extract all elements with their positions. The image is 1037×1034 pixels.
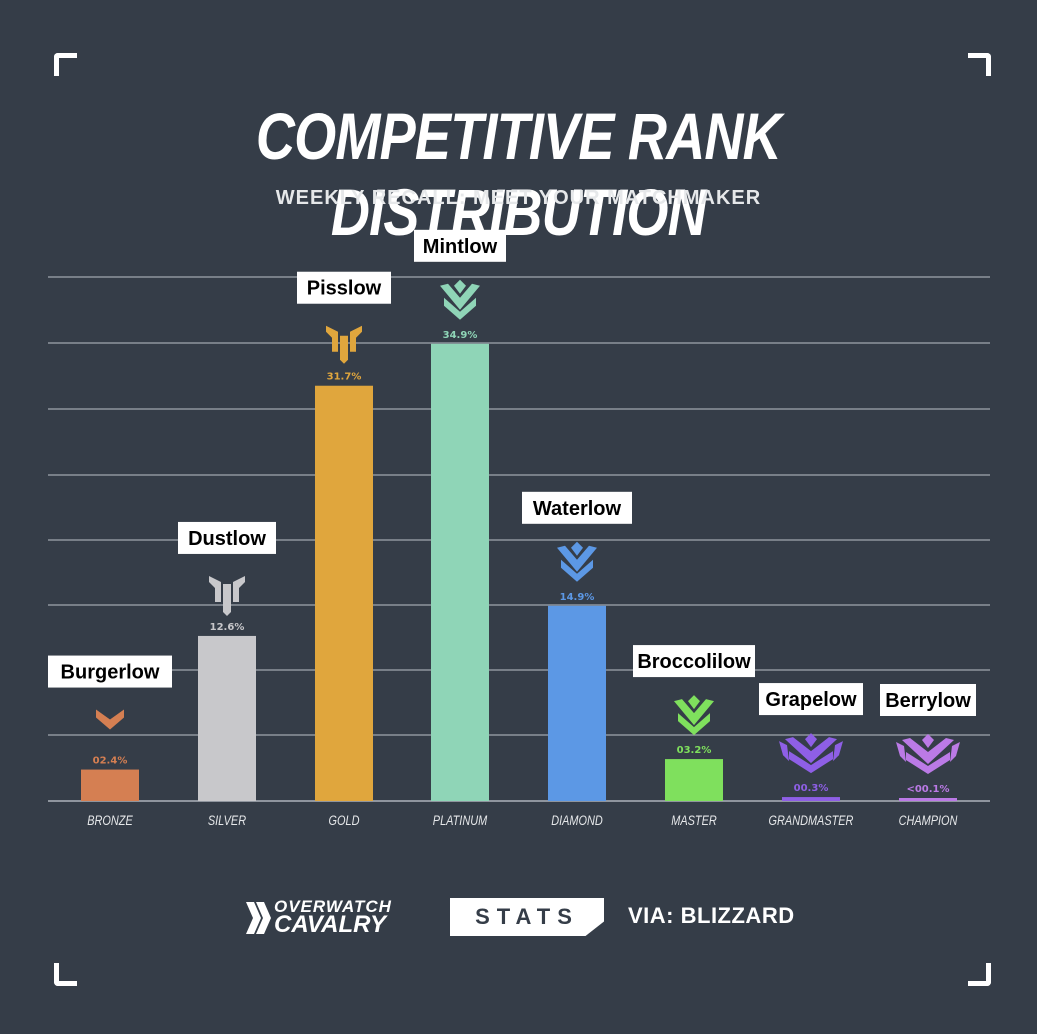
- corner-bracket-top-left: [54, 53, 77, 76]
- bars: [81, 343, 957, 801]
- logo-text-cavalry: CAVALRY: [274, 911, 387, 938]
- corner-bracket-bottom-left: [54, 963, 77, 986]
- rank-emblem-shape: [444, 297, 476, 320]
- rank-emblem-shape: [561, 559, 593, 582]
- value-label: 31.7%: [327, 372, 362, 383]
- category-label: CHAMPION: [899, 813, 959, 829]
- gold-rank-icon: [326, 325, 362, 364]
- rank-emblem-shape: [906, 752, 950, 774]
- rank-emblem-shape: [233, 575, 245, 602]
- rank-emblem-wing: [779, 741, 789, 762]
- rank-emblem-shape: [688, 695, 700, 710]
- value-label: 03.2%: [677, 745, 712, 756]
- annotation-box: [178, 521, 276, 554]
- corner-bracket-top-right: [968, 53, 991, 76]
- rank-emblem-shape: [922, 734, 934, 748]
- annotation-label: Grapelow: [765, 689, 857, 711]
- value-label: 12.6%: [210, 622, 245, 633]
- overwatch-cavalry-logo: OVERWATCH CAVALRY: [246, 898, 428, 938]
- rank-emblem-shape: [805, 733, 817, 748]
- rank-emblem-shape: [789, 751, 833, 774]
- rank-emblem-shape: [674, 699, 714, 726]
- rank-emblem-wing: [896, 742, 906, 762]
- bar-silver: [198, 635, 256, 801]
- bar-champion: [899, 798, 957, 801]
- rank-emblem-wing: [950, 742, 960, 762]
- grandmaster-rank-icon: [779, 733, 843, 774]
- annotation-label: Broccolilow: [637, 651, 751, 673]
- category-label: GRANDMASTER: [769, 813, 854, 829]
- rank-emblem-shape: [340, 335, 348, 364]
- rank-emblem-shape: [902, 738, 954, 764]
- value-label: 34.9%: [443, 330, 478, 341]
- bar-master: [665, 759, 723, 801]
- annotation-box: [759, 683, 863, 716]
- bar-diamond: [548, 605, 606, 801]
- rank-emblem-shape: [223, 583, 231, 616]
- category-label: DIAMOND: [551, 813, 603, 829]
- category-label: PLATINUM: [433, 813, 488, 829]
- rank-emblem-shape: [209, 575, 221, 602]
- rank-emblem-shape: [454, 279, 466, 294]
- silver-rank-icon: [209, 575, 245, 616]
- champion-rank-icon: [896, 734, 960, 774]
- annotation-label: Burgerlow: [61, 662, 160, 684]
- annotation-box: [633, 645, 755, 678]
- annotation-box: [414, 229, 506, 262]
- rank-emblem-shape: [785, 737, 837, 764]
- chevron-logo-icon: [246, 902, 271, 934]
- annotation-box: [297, 271, 391, 304]
- corner-bracket-bottom-right: [968, 963, 991, 986]
- annotation-label: Dustlow: [188, 528, 266, 550]
- rank-emblem-shape: [571, 541, 583, 556]
- annotation-label: Mintlow: [423, 236, 498, 258]
- rank-emblem-wing: [833, 741, 843, 762]
- bar-grandmaster: [782, 797, 840, 801]
- value-label: <00.1%: [906, 784, 949, 795]
- annotation-label: Berrylow: [885, 690, 971, 712]
- annotation-label: Pisslow: [307, 278, 382, 300]
- platinum-rank-icon: [440, 279, 480, 320]
- logo-text-overwatch: OVERWATCH: [274, 897, 392, 916]
- bar-platinum: [431, 343, 489, 801]
- value-label: 14.9%: [560, 592, 595, 603]
- category-label: SILVER: [208, 813, 246, 829]
- chart-title: COMPETITIVE RANK DISTRIBUTION: [255, 99, 782, 249]
- master-rank-icon: [674, 695, 714, 736]
- value-label: 02.4%: [93, 756, 128, 767]
- bar-gold: [315, 385, 373, 801]
- value-label: 00.3%: [794, 783, 829, 794]
- rank-emblem-shape: [96, 709, 124, 730]
- annotation-box: [48, 655, 172, 688]
- rank-emblem-shape: [440, 283, 480, 310]
- rank-emblem-shape: [326, 325, 338, 352]
- category-label: BRONZE: [87, 813, 133, 829]
- category-label: GOLD: [329, 813, 360, 829]
- bronze-rank-icon: [96, 709, 124, 730]
- rank-emblem-shape: [350, 325, 362, 352]
- annotation-label: Waterlow: [533, 498, 622, 520]
- stats-badge: STATS: [450, 898, 604, 936]
- category-label: MASTER: [671, 813, 716, 829]
- rank-emblem-shape: [678, 713, 710, 736]
- rank-emblem-shape: [557, 545, 597, 572]
- labels: 02.4% BRONZE Burgerlow 12.6% SILVER Dustlow 31…: [48, 229, 976, 829]
- annotation-box: [522, 491, 632, 524]
- diamond-rank-icon: [557, 541, 597, 582]
- chart-subtitle: WEEKLY RECALL: MEET YOUR MATCHMAKER: [275, 187, 762, 209]
- bar-bronze: [81, 769, 139, 801]
- source-credit: VIA: BLIZZARD: [628, 903, 795, 928]
- annotation-box: [880, 684, 976, 716]
